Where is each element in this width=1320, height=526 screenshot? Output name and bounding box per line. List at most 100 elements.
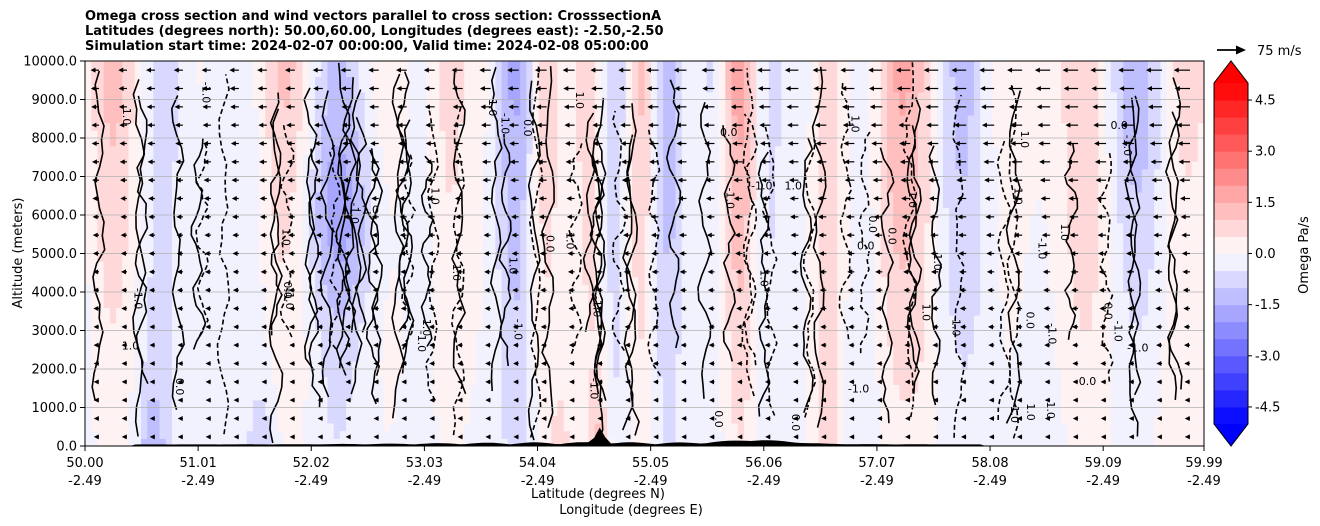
- omega-cell: [675, 207, 683, 216]
- omega-cell: [520, 61, 527, 70]
- omega-cell: [196, 422, 204, 432]
- omega-cell: [663, 338, 670, 347]
- omega-cell: [613, 430, 621, 439]
- omega-cell: [694, 122, 702, 131]
- omega-cell: [165, 138, 173, 147]
- omega-cell: [576, 91, 583, 101]
- omega-cell: [97, 84, 105, 93]
- omega-cell: [607, 392, 615, 401]
- omega-cell: [190, 376, 198, 385]
- omega-cell: [85, 284, 92, 293]
- omega-cell: [234, 184, 242, 193]
- omega-cell: [625, 68, 633, 77]
- omega-cell: [551, 407, 559, 416]
- omega-cell: [296, 191, 304, 201]
- omega-cell: [296, 384, 304, 393]
- omega-cell: [196, 130, 204, 139]
- omega-cell: [656, 161, 664, 170]
- omega-cell: [383, 145, 391, 154]
- omega-cell: [669, 384, 677, 393]
- omega-cell: [501, 353, 509, 362]
- omega-cell: [383, 153, 391, 162]
- omega-cell: [227, 184, 235, 193]
- omega-cell: [681, 99, 689, 108]
- omega-cell: [557, 107, 565, 116]
- omega-cell: [688, 145, 695, 154]
- omega-cell: [476, 122, 484, 131]
- omega-cell: [358, 353, 366, 362]
- omega-cell: [613, 322, 621, 332]
- omega-cell: [470, 299, 478, 308]
- omega-cell: [426, 207, 434, 216]
- omega-cell: [209, 184, 217, 193]
- omega-cell: [669, 238, 677, 247]
- omega-cell: [482, 407, 490, 416]
- omega-cell: [551, 215, 559, 224]
- omega-cell: [252, 284, 260, 293]
- omega-cell: [594, 153, 602, 162]
- omega-cell: [165, 399, 173, 409]
- omega-cell: [246, 122, 254, 131]
- omega-cell: [103, 353, 111, 362]
- omega-cell: [153, 176, 161, 185]
- omega-cell: [675, 61, 683, 70]
- omega-cell: [283, 253, 291, 262]
- omega-cell: [321, 268, 329, 278]
- omega-cell: [283, 430, 291, 439]
- omega-cell: [408, 299, 416, 308]
- omega-cell: [588, 369, 596, 378]
- omega-cell: [389, 184, 397, 193]
- omega-cell: [153, 222, 161, 231]
- omega-cell: [600, 299, 608, 308]
- omega-cell: [290, 430, 297, 439]
- omega-cell: [538, 91, 546, 101]
- omega-cell: [489, 438, 496, 446]
- omega-cell: [538, 153, 546, 162]
- omega-cell: [495, 215, 503, 224]
- omega-cell: [221, 253, 229, 262]
- omega-cell: [128, 438, 136, 446]
- omega-cell: [370, 415, 378, 424]
- omega-cell: [97, 415, 105, 424]
- omega-cell: [140, 238, 148, 247]
- omega-cell: [426, 430, 434, 439]
- omega-cell: [582, 353, 590, 362]
- omega-cell: [265, 330, 273, 339]
- omega-cell: [582, 407, 590, 416]
- omega-cell: [470, 430, 478, 439]
- omega-cell: [588, 253, 596, 262]
- omega-cell: [532, 384, 540, 393]
- omega-cell: [209, 284, 217, 293]
- omega-cell: [557, 122, 565, 131]
- omega-cell: [103, 68, 111, 77]
- omega-cell: [538, 361, 546, 370]
- omega-cell: [557, 61, 565, 70]
- omega-cell: [234, 153, 242, 162]
- omega-cell: [507, 215, 515, 224]
- omega-cell: [85, 207, 92, 216]
- omega-cell: [576, 268, 583, 278]
- omega-cell: [122, 399, 130, 409]
- omega-cell: [638, 292, 646, 301]
- omega-cell: [551, 107, 559, 116]
- omega-cell: [134, 191, 142, 201]
- omega-cell: [557, 253, 565, 262]
- omega-cell: [103, 322, 111, 332]
- omega-cell: [700, 430, 708, 439]
- omega-cell: [358, 199, 366, 208]
- omega-cell: [283, 399, 291, 409]
- omega-cell: [209, 353, 217, 362]
- omega-cell: [513, 353, 521, 362]
- omega-cell: [277, 107, 285, 116]
- omega-cell: [159, 191, 167, 201]
- omega-cell: [619, 430, 627, 439]
- omega-cell: [277, 299, 285, 308]
- omega-cell: [688, 91, 695, 101]
- omega-cell: [346, 345, 353, 355]
- omega-cell: [414, 153, 422, 162]
- omega-cell: [227, 276, 235, 285]
- omega-cell: [315, 68, 322, 77]
- omega-cell: [632, 191, 639, 201]
- omega-cell: [296, 107, 304, 116]
- omega-cell: [308, 422, 316, 432]
